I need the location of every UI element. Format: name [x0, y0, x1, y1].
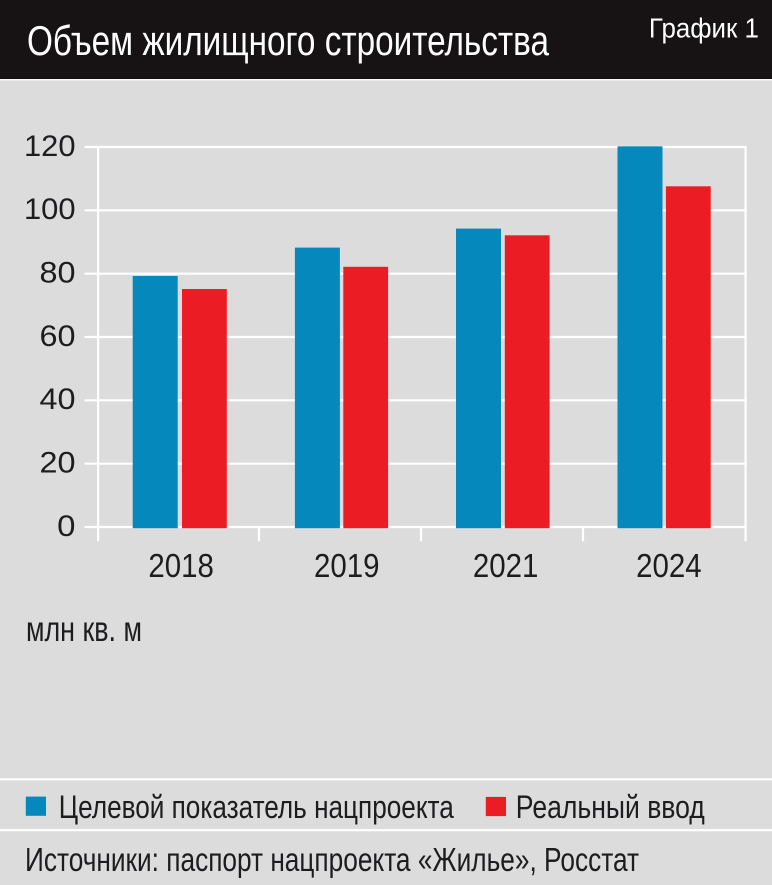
svg-text:0: 0	[57, 510, 75, 543]
svg-text:2021: 2021	[473, 548, 539, 585]
svg-text:120: 120	[24, 130, 76, 163]
svg-text:20: 20	[40, 447, 76, 480]
svg-text:Объем жилищного строительства: Объем жилищного строительства	[27, 17, 550, 64]
svg-text:40: 40	[40, 383, 76, 416]
svg-text:Источники: паспорт нацпроекта: Источники: паспорт нацпроекта «Жилье», Р…	[25, 841, 639, 878]
svg-text:2018: 2018	[148, 548, 214, 585]
svg-text:2019: 2019	[314, 548, 380, 585]
svg-text:100: 100	[24, 193, 76, 226]
svg-text:60: 60	[40, 320, 76, 353]
svg-text:2024: 2024	[636, 548, 702, 585]
svg-text:млн кв. м: млн кв. м	[26, 610, 142, 649]
svg-text:Целевой показатель нацпроекта: Целевой показатель нацпроекта	[59, 789, 455, 825]
svg-text:Реальный ввод: Реальный ввод	[516, 789, 705, 825]
svg-text:80: 80	[40, 257, 76, 290]
svg-text:График 1: График 1	[649, 13, 759, 44]
